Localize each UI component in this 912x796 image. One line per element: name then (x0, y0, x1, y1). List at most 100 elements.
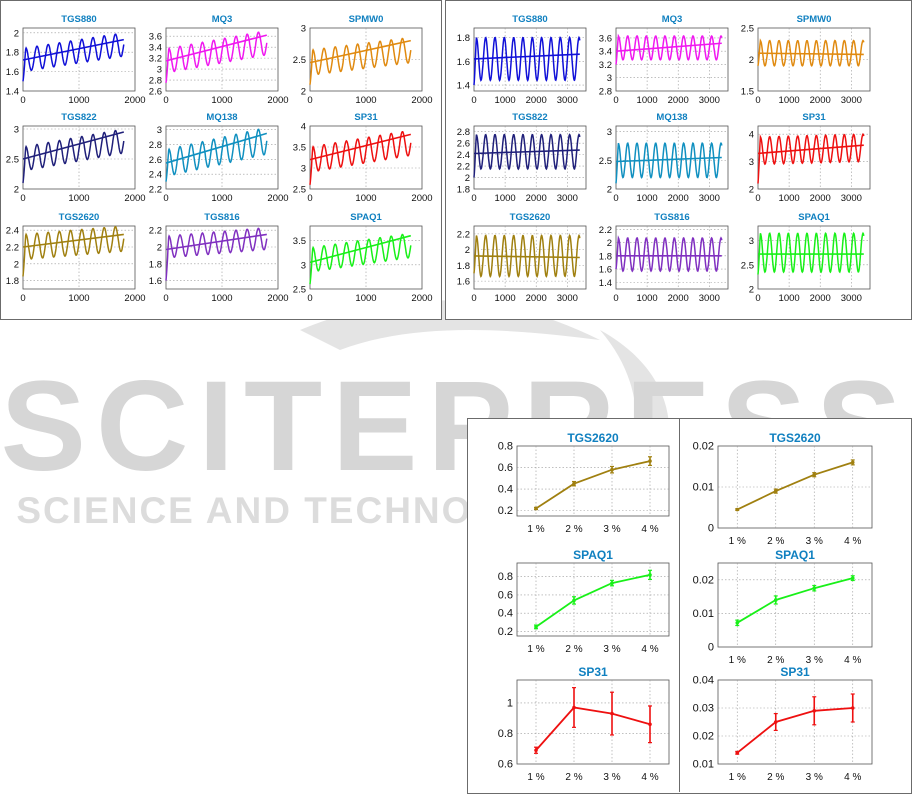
chart-b2-tgs2620: 0 0.01 0.02 1 % 2 % 3 % 4 % TGS2620 (693, 431, 873, 547)
y-tick-label: 1.4 (6, 87, 19, 98)
y-tick-label: 1.5 (741, 87, 754, 98)
x-tick-label: 3 % (806, 772, 823, 783)
chart-b2-spaq1: 0 0.01 0.02 1 % 2 % 3 % 4 % SPAQ1 (693, 548, 873, 666)
y-tick-label: 2.5 (293, 55, 306, 66)
y-tick-label: 2.6 (149, 155, 162, 166)
y-tick-label: 0.8 (498, 728, 513, 740)
chart-r-mq138: 2 2.5 3 0 1000 2000 3000 MQ138 (599, 112, 729, 204)
y-tick-label: 3.5 (293, 143, 306, 154)
series-line (736, 577, 853, 624)
x-tick-label: 2000 (267, 95, 288, 106)
data-point (812, 709, 817, 713)
y-tick-label: 2 (749, 55, 754, 66)
y-tick-label: 1.6 (149, 276, 162, 287)
y-tick-label: 2.2 (599, 225, 612, 236)
y-tick-label: 2 (607, 185, 612, 196)
y-tick-label: 3.6 (149, 32, 162, 43)
x-tick-label: 3000 (841, 193, 862, 204)
x-tick-label: 2 % (565, 644, 582, 655)
y-tick-label: 3 (749, 157, 754, 168)
y-tick-label: 0.2 (498, 626, 513, 638)
trend-line (22, 38, 124, 61)
trend-line (309, 39, 411, 64)
y-tick-label: 4 (749, 130, 754, 141)
series-line (165, 31, 268, 83)
x-tick-label: 1000 (495, 193, 516, 204)
x-tick-label: 1000 (211, 95, 232, 106)
trend-line (615, 42, 722, 53)
data-point (610, 711, 614, 716)
trend-line (473, 149, 580, 155)
x-tick-label: 2 % (767, 655, 784, 666)
chart-l-tgs816: 1.6 1.8 2 2.2 0 1000 2000 TGS816 (149, 212, 289, 304)
y-tick-label: 3 (301, 24, 306, 35)
chart-r-tgs822: 1.822.22.42.62.8 0 1000 2000 3000 TGS822 (457, 112, 587, 204)
chart-title: MQ3 (212, 14, 233, 25)
data-point (850, 706, 855, 710)
y-tick-label: 2.8 (149, 140, 162, 151)
x-tick-label: 1000 (355, 193, 376, 204)
series-line (165, 128, 268, 182)
y-tick-label: 1.8 (6, 48, 19, 59)
series-line (535, 573, 651, 628)
y-tick-label: 3 (301, 164, 306, 175)
data-point (648, 722, 652, 727)
y-tick-label: 2 (607, 238, 612, 249)
chart-r-spaq1: 2 2.5 3 0 1000 2000 3000 SPAQ1 (741, 212, 871, 304)
trend-line (757, 52, 864, 56)
chart-title: SPAQ1 (573, 548, 613, 562)
series-line (309, 130, 412, 185)
y-tick-label: 1.4 (457, 81, 470, 92)
x-tick-label: 4 % (844, 772, 861, 783)
y-tick-label: 1 (507, 697, 513, 709)
x-tick-label: 3 % (806, 536, 823, 547)
chart-l-spaq1: 2.5 3 3.5 0 1000 2000 SPAQ1 (293, 212, 433, 304)
x-tick-label: 0 (163, 193, 168, 204)
x-tick-label: 1000 (637, 293, 658, 304)
x-tick-label: 1000 (68, 95, 89, 106)
x-tick-label: 3 % (603, 772, 620, 783)
chart-b1-spaq1: 0.2 0.4 0.6 0.8 1 % 2 % 3 % 4 % SPAQ1 (498, 548, 670, 655)
series-line (473, 35, 581, 86)
y-tick-label: 0.01 (693, 608, 714, 620)
plot-frame (717, 679, 873, 765)
series-line (473, 133, 581, 178)
series-line (736, 461, 854, 511)
y-tick-label: 2 (465, 173, 470, 184)
y-tick-label: 2.8 (457, 127, 470, 138)
chart-l-tgs2620: 1.8 2 2.2 2.4 0 1000 2000 TGS2620 (6, 212, 146, 304)
series-line (473, 233, 581, 279)
y-tick-label: 0.04 (693, 675, 714, 687)
x-tick-label: 2000 (668, 95, 689, 106)
y-tick-label: 0.4 (498, 484, 513, 496)
x-tick-label: 0 (20, 95, 25, 106)
y-tick-label: 1.8 (149, 259, 162, 270)
x-tick-label: 0 (613, 95, 618, 106)
y-tick-label: 1.6 (6, 67, 19, 78)
trend-line (757, 144, 864, 155)
x-tick-label: 2000 (526, 95, 547, 106)
x-tick-label: 1 % (527, 772, 544, 783)
plot-frame (717, 562, 873, 648)
x-tick-label: 2 % (565, 772, 582, 783)
y-tick-label: 2 (14, 28, 19, 39)
x-tick-label: 2000 (810, 193, 831, 204)
x-tick-label: 1000 (355, 95, 376, 106)
y-tick-label: 3 (749, 236, 754, 247)
series-line (736, 707, 853, 754)
y-tick-label: 0.8 (498, 441, 513, 453)
y-tick-label: 2 (749, 185, 754, 196)
x-tick-label: 3000 (557, 193, 578, 204)
y-tick-label: 3 (607, 73, 612, 84)
x-tick-label: 0 (471, 95, 476, 106)
y-tick-label: 2.4 (457, 150, 470, 161)
chart-title: TGS880 (61, 14, 96, 25)
x-tick-label: 0 (471, 293, 476, 304)
chart-title: SPMW0 (349, 14, 384, 25)
x-tick-label: 2000 (411, 293, 432, 304)
y-tick-label: 1.8 (457, 261, 470, 272)
data-point (534, 748, 538, 753)
x-tick-label: 3000 (557, 293, 578, 304)
x-tick-label: 0 (307, 193, 312, 204)
data-point (572, 481, 576, 486)
